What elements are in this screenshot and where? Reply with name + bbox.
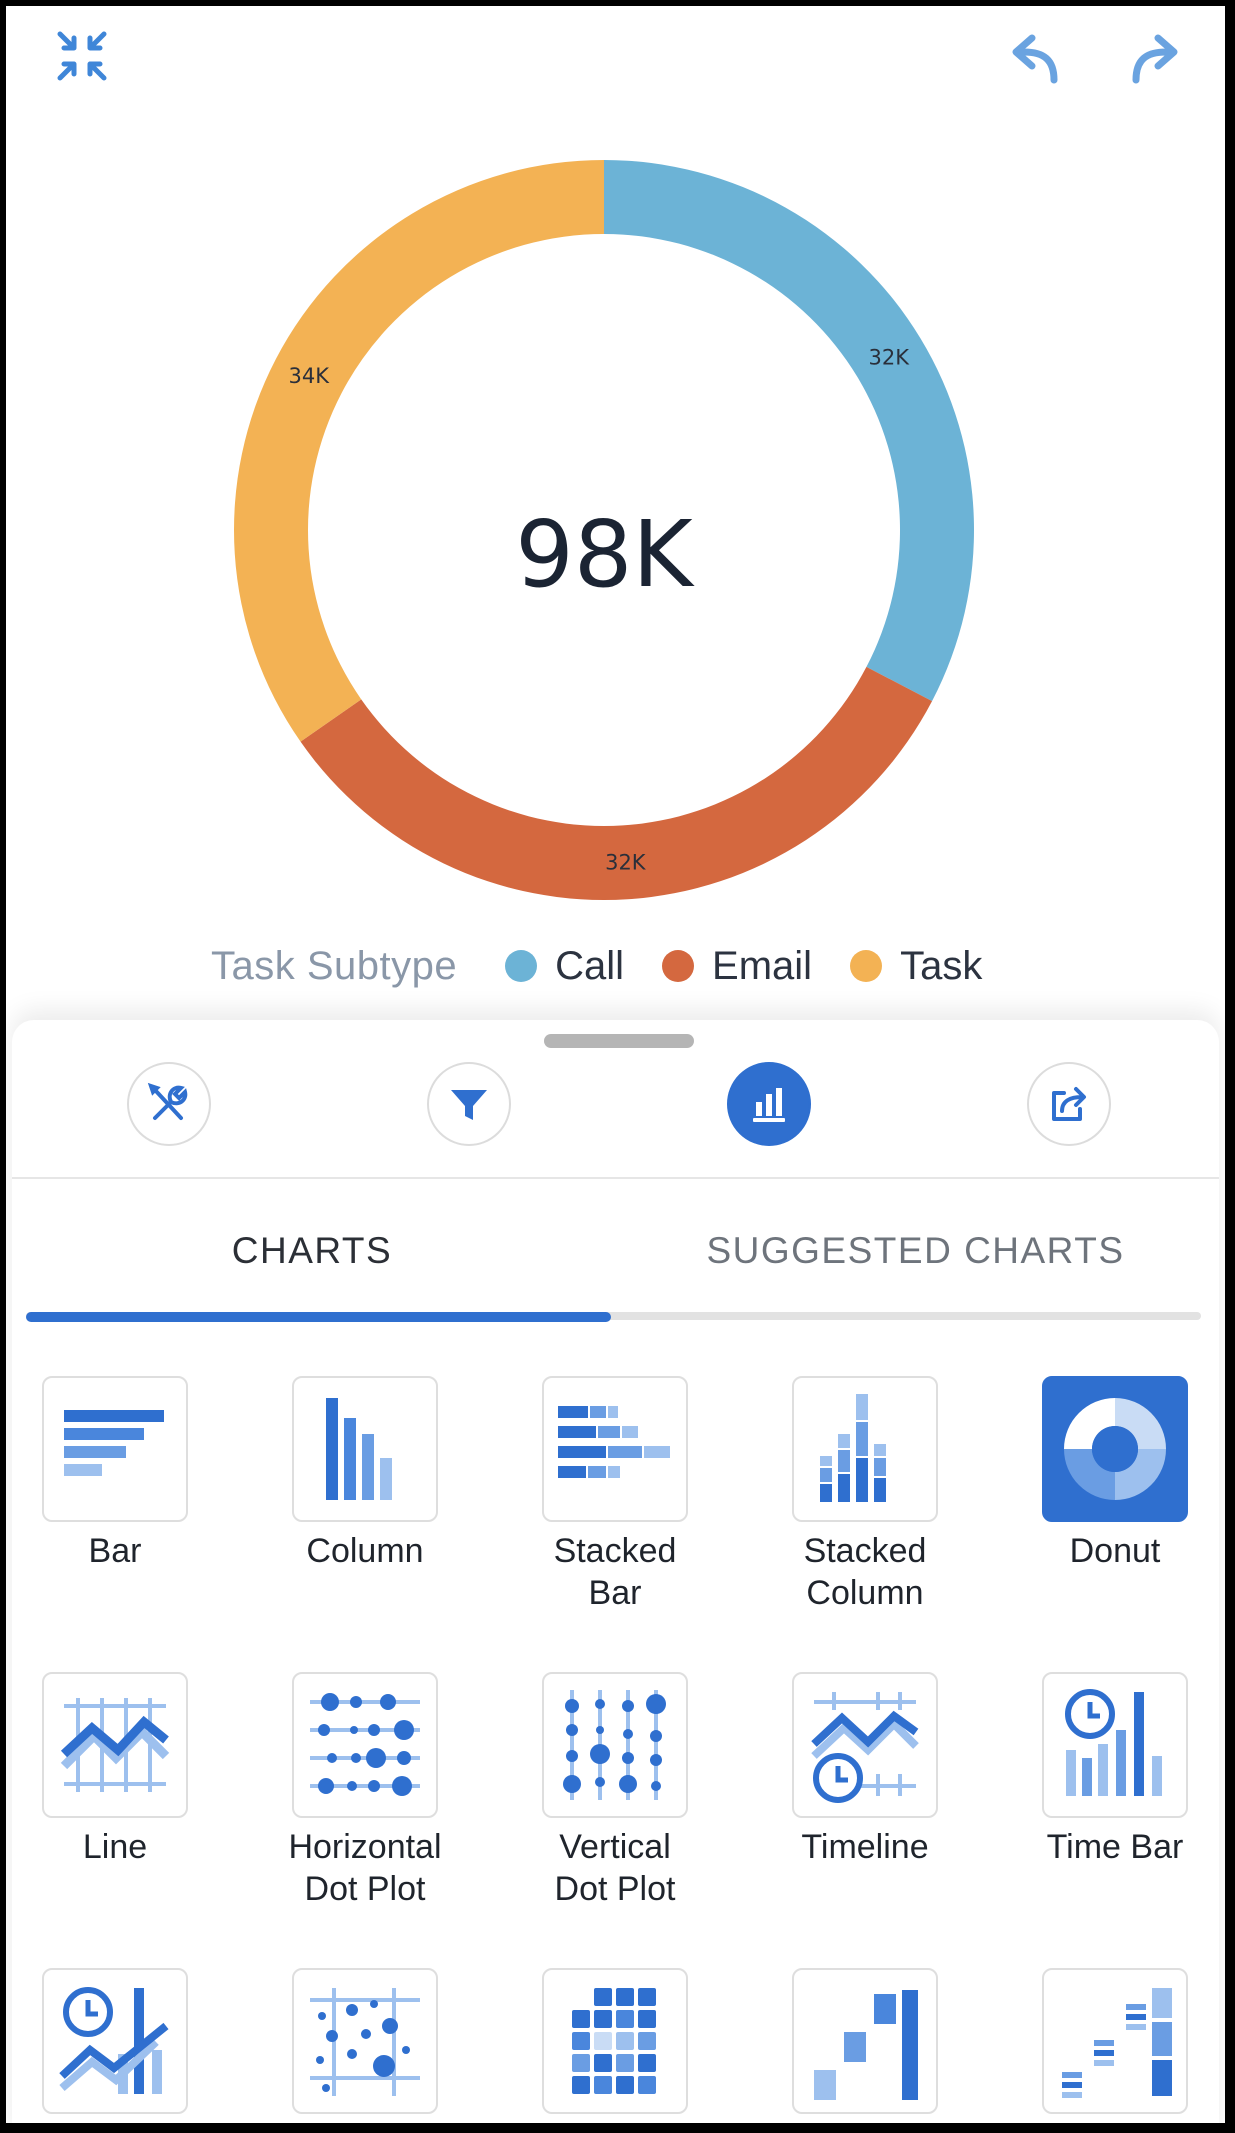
time-combo-icon xyxy=(59,1987,169,2094)
donut-slice-labels: 32K 32K 34K xyxy=(289,345,911,874)
donut-slices xyxy=(233,160,974,900)
donut-center-value: 98K xyxy=(515,501,695,608)
funnel-icon xyxy=(451,1090,487,1120)
legend-dot-task xyxy=(850,950,883,982)
share-arrow-icon xyxy=(1052,1087,1086,1121)
waterfall-icon xyxy=(814,1990,918,2100)
chart-type-label-line: Vertical xyxy=(559,1828,671,1866)
heatmap-icon xyxy=(572,1988,656,2094)
chart-type-stacked-column[interactable] xyxy=(792,1376,938,1522)
app-screen: 32K 32K 34K 98K Task Subtype Call Email Ta… xyxy=(6,6,1225,2123)
chart-type-label: Line xyxy=(82,1828,148,1866)
bar-chart-icon xyxy=(64,1410,164,1476)
undo-arrow-icon xyxy=(1012,34,1058,84)
chart-type-vertical-dot-plot[interactable] xyxy=(542,1672,688,1818)
toolbar-divider xyxy=(12,1177,1219,1179)
tab-suggested-charts[interactable]: SUGGESTED CHARTS xyxy=(706,1230,1125,1271)
chart-type-label-line: Bar xyxy=(588,1574,642,1612)
timeline-icon xyxy=(811,1692,919,1803)
donut-icon xyxy=(1064,1398,1166,1500)
chart-type-label: Vertical Dot Plot xyxy=(495,1826,735,1910)
donut-slice-label-call: 32K xyxy=(869,345,911,369)
chart-type-heatmap[interactable] xyxy=(542,1968,688,2114)
chart-type-label: Stacked Bar xyxy=(495,1530,735,1614)
tab-track xyxy=(26,1312,1201,1320)
legend-label-call: Call xyxy=(555,943,625,988)
chart-type-bar[interactable] xyxy=(42,1376,188,1522)
legend-item-email[interactable]: Email xyxy=(662,944,812,989)
chart-type-label: Timeline xyxy=(801,1828,929,1866)
chart-type-waterfall[interactable] xyxy=(792,1968,938,2114)
chart-options-sheet: CHARTS SUGGESTED CHARTS xyxy=(12,1020,1219,2123)
chart-type-line[interactable] xyxy=(42,1672,188,1818)
stacked-waterfall-icon xyxy=(1062,1988,1172,2098)
legend-dot-call xyxy=(505,950,538,982)
chart-type-timeline[interactable] xyxy=(792,1672,938,1818)
chart-type-stacked-waterfall[interactable] xyxy=(1042,1968,1188,2114)
chart-type-label-line: Dot Plot xyxy=(554,1870,676,1908)
line-chart-icon xyxy=(60,1698,170,1792)
chart-type-scatter-plot[interactable] xyxy=(292,1968,438,2114)
chart-type-time-bar[interactable] xyxy=(1042,1672,1188,1818)
chart-type-label-line: Column xyxy=(806,1574,924,1612)
donut-slice-call[interactable] xyxy=(604,160,974,702)
donut-slice-email[interactable] xyxy=(300,666,933,900)
donut-slice-label-email: 32K xyxy=(605,850,647,874)
collapse-arrows-icon xyxy=(57,31,107,81)
chart-type-button[interactable] xyxy=(727,1062,811,1146)
chart-legend: Task Subtype Call Email Task xyxy=(211,938,1020,994)
chart-type-horizontal-dot-plot[interactable] xyxy=(292,1672,438,1818)
stacked-column-icon xyxy=(820,1394,886,1502)
sheet-drag-handle[interactable] xyxy=(544,1034,694,1048)
chart-type-label: Bar xyxy=(88,1532,142,1570)
column-chart-icon xyxy=(326,1398,392,1500)
chart-type-time-combo[interactable] xyxy=(42,1968,188,2114)
chart-type-label-line: Horizontal xyxy=(288,1828,442,1866)
horizontal-dot-plot-icon xyxy=(310,1693,420,1796)
collapse-icon[interactable] xyxy=(56,30,108,82)
redo-arrow-icon xyxy=(1132,34,1178,84)
chart-type-label: Column xyxy=(306,1532,424,1570)
scatter-plot-icon xyxy=(310,1988,420,2096)
chart-type-label-line: Stacked xyxy=(803,1532,927,1570)
bar-chart-icon xyxy=(753,1088,785,1122)
chart-type-stacked-bar[interactable] xyxy=(542,1376,688,1522)
legend-title: Task Subtype xyxy=(211,943,458,988)
chart-type-label: Time Bar xyxy=(1046,1828,1184,1866)
chart-type-label: Donut xyxy=(1069,1532,1161,1570)
legend-label-email: Email xyxy=(712,943,813,988)
stacked-bar-icon xyxy=(558,1406,670,1478)
share-button[interactable] xyxy=(1027,1062,1111,1146)
tab-charts[interactable]: CHARTS xyxy=(231,1230,393,1271)
tab-active-indicator xyxy=(26,1312,611,1322)
chart-type-column[interactable] xyxy=(292,1376,438,1522)
chart-properties-button[interactable] xyxy=(127,1062,211,1146)
chart-type-label: Stacked Column xyxy=(745,1530,985,1614)
legend-item-call[interactable]: Call xyxy=(505,944,624,989)
legend-label-task: Task xyxy=(900,943,983,988)
undo-button[interactable] xyxy=(1006,30,1064,88)
wrench-screwdriver-icon xyxy=(147,1082,188,1120)
chart-type-label-line: Stacked xyxy=(553,1532,677,1570)
donut-chart: 32K 32K 34K 98K xyxy=(233,160,974,900)
chart-type-label: Horizontal Dot Plot xyxy=(245,1826,485,1910)
donut-slice-task[interactable] xyxy=(233,160,604,742)
legend-dot-email xyxy=(662,950,695,982)
vertical-dot-plot-icon xyxy=(563,1690,666,1800)
donut-slice-label-task: 34K xyxy=(289,364,331,388)
chart-type-label-line: Dot Plot xyxy=(304,1870,426,1908)
time-bar-icon xyxy=(1065,1689,1162,1796)
redo-button[interactable] xyxy=(1126,30,1184,88)
chart-type-donut[interactable] xyxy=(1042,1376,1188,1522)
legend-item-task[interactable]: Task xyxy=(850,944,982,989)
filter-button[interactable] xyxy=(427,1062,511,1146)
